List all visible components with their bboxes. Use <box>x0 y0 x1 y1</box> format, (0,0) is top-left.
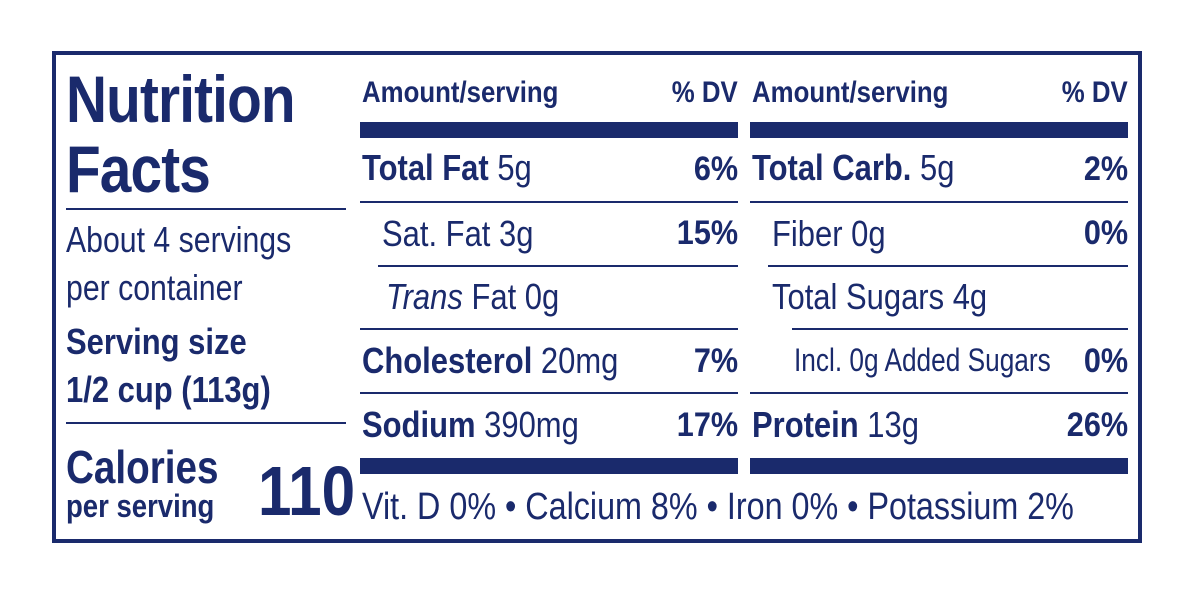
left-header-dv: % DV <box>672 76 738 109</box>
dv-fiber: 0% <box>1083 214 1128 252</box>
row-total-carb: Total Carb. 5g <box>752 147 955 188</box>
right-header-dv: % DV <box>1062 76 1128 109</box>
left-thick-bar-top <box>360 122 738 138</box>
serving-size-label: Serving size <box>66 321 247 362</box>
servings-line1: About 4 servings <box>66 219 292 260</box>
vitamins-footer: Vit. D 0% • Calcium 8% • Iron 0% • Potas… <box>362 486 1074 528</box>
dv-protein: 26% <box>1066 406 1128 444</box>
row-sodium: Sodium 390mg <box>362 404 579 445</box>
dv-added-sugars: 0% <box>1083 342 1128 380</box>
left-thick-bar-bottom <box>360 458 738 474</box>
divider-title <box>66 208 346 210</box>
label-title-line2: Facts <box>66 132 211 206</box>
divider-row <box>750 201 1128 203</box>
row-added-sugars: Incl. 0g Added Sugars <box>794 342 1051 378</box>
row-protein: Protein 13g <box>752 404 919 445</box>
row-fiber: Fiber 0g <box>772 213 886 254</box>
divider-row <box>768 265 1128 267</box>
divider-serving <box>66 422 346 424</box>
left-header-amount: Amount/serving <box>362 76 559 109</box>
divider-row <box>360 328 738 330</box>
dv-total-carb: 2% <box>1083 150 1128 188</box>
row-cholesterol: Cholesterol 20mg <box>362 340 619 381</box>
divider-row <box>360 392 738 394</box>
divider-row <box>360 201 738 203</box>
calories-value: 110 <box>258 452 356 530</box>
row-sat-fat: Sat. Fat 3g <box>382 213 534 254</box>
row-total-fat: Total Fat 5g <box>362 147 532 188</box>
dv-sat-fat: 15% <box>676 214 738 252</box>
calories-label: Calories <box>66 441 219 493</box>
servings-line2: per container <box>66 267 243 308</box>
divider-row <box>792 328 1128 330</box>
right-thick-bar-bottom <box>750 458 1128 474</box>
label-title-line1: Nutrition <box>66 62 296 136</box>
right-header-amount: Amount/serving <box>752 76 949 109</box>
divider-row <box>750 392 1128 394</box>
dv-total-fat: 6% <box>693 150 738 188</box>
row-total-sugars: Total Sugars 4g <box>772 276 988 317</box>
nutrition-label <box>52 51 1142 543</box>
serving-size-value: 1/2 cup (113g) <box>66 369 271 410</box>
dv-cholesterol: 7% <box>693 342 738 380</box>
divider-row <box>378 265 738 267</box>
dv-sodium: 17% <box>676 406 738 444</box>
row-trans-fat: Trans Fat 0g <box>386 276 560 317</box>
calories-sublabel: per serving <box>66 488 215 524</box>
right-thick-bar-top <box>750 122 1128 138</box>
